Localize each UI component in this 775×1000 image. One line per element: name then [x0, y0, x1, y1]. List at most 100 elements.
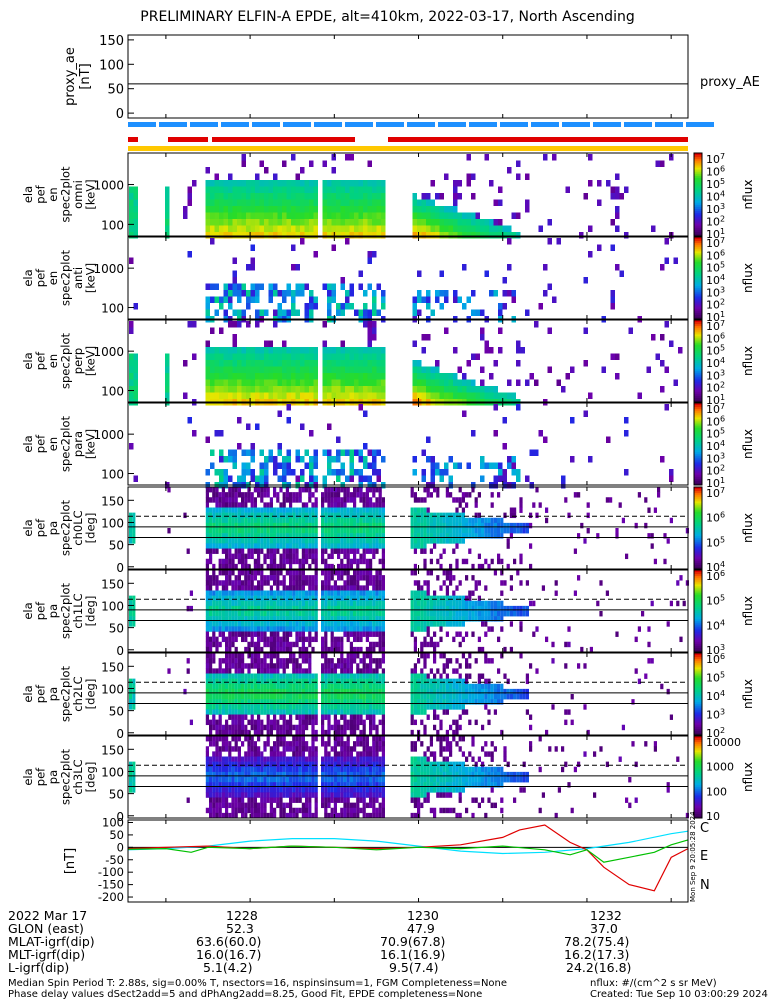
spectrogram-cell	[301, 533, 305, 539]
spectrogram-cell	[375, 570, 379, 576]
spectrogram-cell	[228, 636, 232, 643]
spectrogram-cell	[354, 469, 359, 476]
spectrogram-cell	[237, 475, 242, 482]
spectrogram-cell	[503, 694, 507, 700]
spectrogram-cell	[474, 585, 478, 591]
spectrogram-cell	[340, 193, 345, 200]
spectrogram-cell	[269, 497, 273, 503]
spectrogram-cell	[313, 251, 318, 258]
spectrogram-cell	[487, 626, 491, 632]
spectrogram-cell	[257, 631, 261, 637]
spectrogram-cell	[349, 366, 354, 373]
spectrogram-cell	[215, 580, 219, 586]
spectrogram-cell	[410, 683, 414, 690]
spectrogram-cell	[353, 611, 357, 617]
spectrogram-cell	[228, 347, 233, 354]
spectrogram-cell	[231, 605, 235, 612]
spectrogram-cell	[246, 296, 251, 303]
spectrogram-cell	[291, 154, 296, 161]
spectrogram-cell	[322, 219, 327, 226]
spectrogram-cell	[215, 756, 219, 762]
spectrogram-cell	[269, 512, 273, 519]
spectrogram-cell	[295, 219, 300, 226]
spectrogram-cell	[372, 206, 377, 213]
spectrogram-cell	[340, 186, 345, 193]
spectrogram-cell	[458, 605, 462, 612]
spectrogram-cell	[273, 668, 277, 674]
spectrogram-cell	[529, 522, 533, 529]
spectrogram-cell	[285, 709, 289, 715]
spectrogram-cell	[666, 538, 670, 544]
spectrogram-cell	[519, 611, 523, 617]
spectrogram-cell	[228, 219, 233, 226]
spectrogram-cell	[378, 507, 382, 513]
spectrogram-cell	[676, 600, 680, 607]
spectrogram-cell	[295, 616, 299, 622]
spectrogram-cell	[354, 347, 359, 354]
spectrogram-cell	[439, 673, 443, 679]
spectrogram-cell	[381, 543, 385, 549]
spectrogram-cell	[286, 219, 291, 226]
spectrogram-cell	[300, 283, 305, 290]
spectrogram-cell	[321, 605, 325, 612]
spectrogram-cell	[327, 392, 332, 399]
spectrogram-cell	[129, 373, 134, 380]
spectrogram-cell	[445, 709, 449, 715]
spectrogram-cell	[502, 417, 507, 424]
spectrogram-cell	[655, 160, 660, 167]
spectrogram-cell	[439, 528, 443, 534]
spectrogram-cell	[487, 709, 491, 715]
spectrogram-cell	[282, 290, 287, 297]
spectrogram-cell	[228, 379, 233, 386]
spectrogram-cell	[487, 600, 491, 607]
spectrogram-cell	[228, 321, 233, 328]
spectrogram-cell	[276, 724, 280, 731]
spectrogram-cell	[277, 392, 282, 399]
spectrogram-cell	[253, 558, 257, 565]
spectrogram-cell	[448, 206, 453, 213]
spectrogram-cell	[209, 653, 213, 659]
spectrogram-cell	[471, 533, 475, 539]
spectrogram-cell	[353, 580, 357, 586]
spectrogram-cell	[246, 303, 251, 310]
spectrogram-cell	[466, 225, 471, 232]
spectrogram-cell	[289, 673, 293, 679]
spectrogram-cell	[269, 663, 273, 669]
spectrogram-cell	[650, 533, 654, 539]
spectrogram-cell	[423, 590, 427, 596]
spectrogram-cell	[308, 709, 312, 715]
spectrogram-cell	[372, 575, 376, 581]
spectrogram-cell	[445, 621, 449, 627]
spectrogram-cell	[606, 436, 611, 443]
spectrogram-cell	[221, 548, 225, 554]
spectrogram-cell	[468, 611, 472, 617]
spectrogram-cell	[241, 553, 245, 560]
spectrogram-cell	[205, 309, 210, 316]
spectrogram-cell	[413, 663, 417, 669]
spectrogram-cell	[410, 704, 414, 710]
state-bar-blue-segment	[593, 122, 621, 127]
spectrogram-cell	[218, 709, 222, 715]
spectrogram-cell	[362, 724, 366, 731]
spectrogram-cell	[420, 543, 424, 549]
spectrogram-cell	[484, 225, 489, 232]
spectrogram-cell	[321, 543, 325, 549]
spectrogram-cell	[279, 678, 283, 685]
spectrogram-cell	[215, 751, 219, 757]
spectrogram-cell	[257, 626, 261, 632]
spectrogram-cell	[218, 558, 222, 565]
spectrogram-cell	[260, 487, 264, 493]
spectrogram-cell	[647, 658, 651, 664]
spectrogram-cell	[477, 512, 481, 519]
spectrogram-cell	[205, 360, 210, 367]
spectrogram-cell	[378, 595, 382, 602]
spectrogram-cell	[376, 309, 381, 316]
spectrogram-cell	[333, 543, 337, 549]
spectrogram-cell	[210, 449, 215, 456]
spectrogram-cell	[219, 373, 224, 380]
spectrogram-cell	[228, 353, 233, 360]
spectrogram-cell	[349, 626, 353, 632]
spectrogram-cell	[279, 528, 283, 534]
spectrogram-cell	[276, 631, 280, 637]
spectrogram-cell	[244, 595, 248, 602]
